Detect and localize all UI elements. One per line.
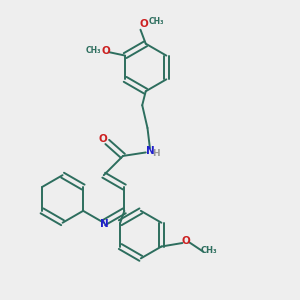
Text: O: O <box>140 20 148 29</box>
Text: CH₃: CH₃ <box>86 46 101 55</box>
Text: N: N <box>100 220 109 230</box>
Text: O: O <box>182 236 190 246</box>
Text: H: H <box>152 148 159 158</box>
Text: CH₃: CH₃ <box>200 246 217 255</box>
Text: O: O <box>99 134 107 144</box>
Text: CH₃: CH₃ <box>148 17 164 26</box>
Text: O: O <box>101 46 110 56</box>
Text: N: N <box>146 146 154 156</box>
